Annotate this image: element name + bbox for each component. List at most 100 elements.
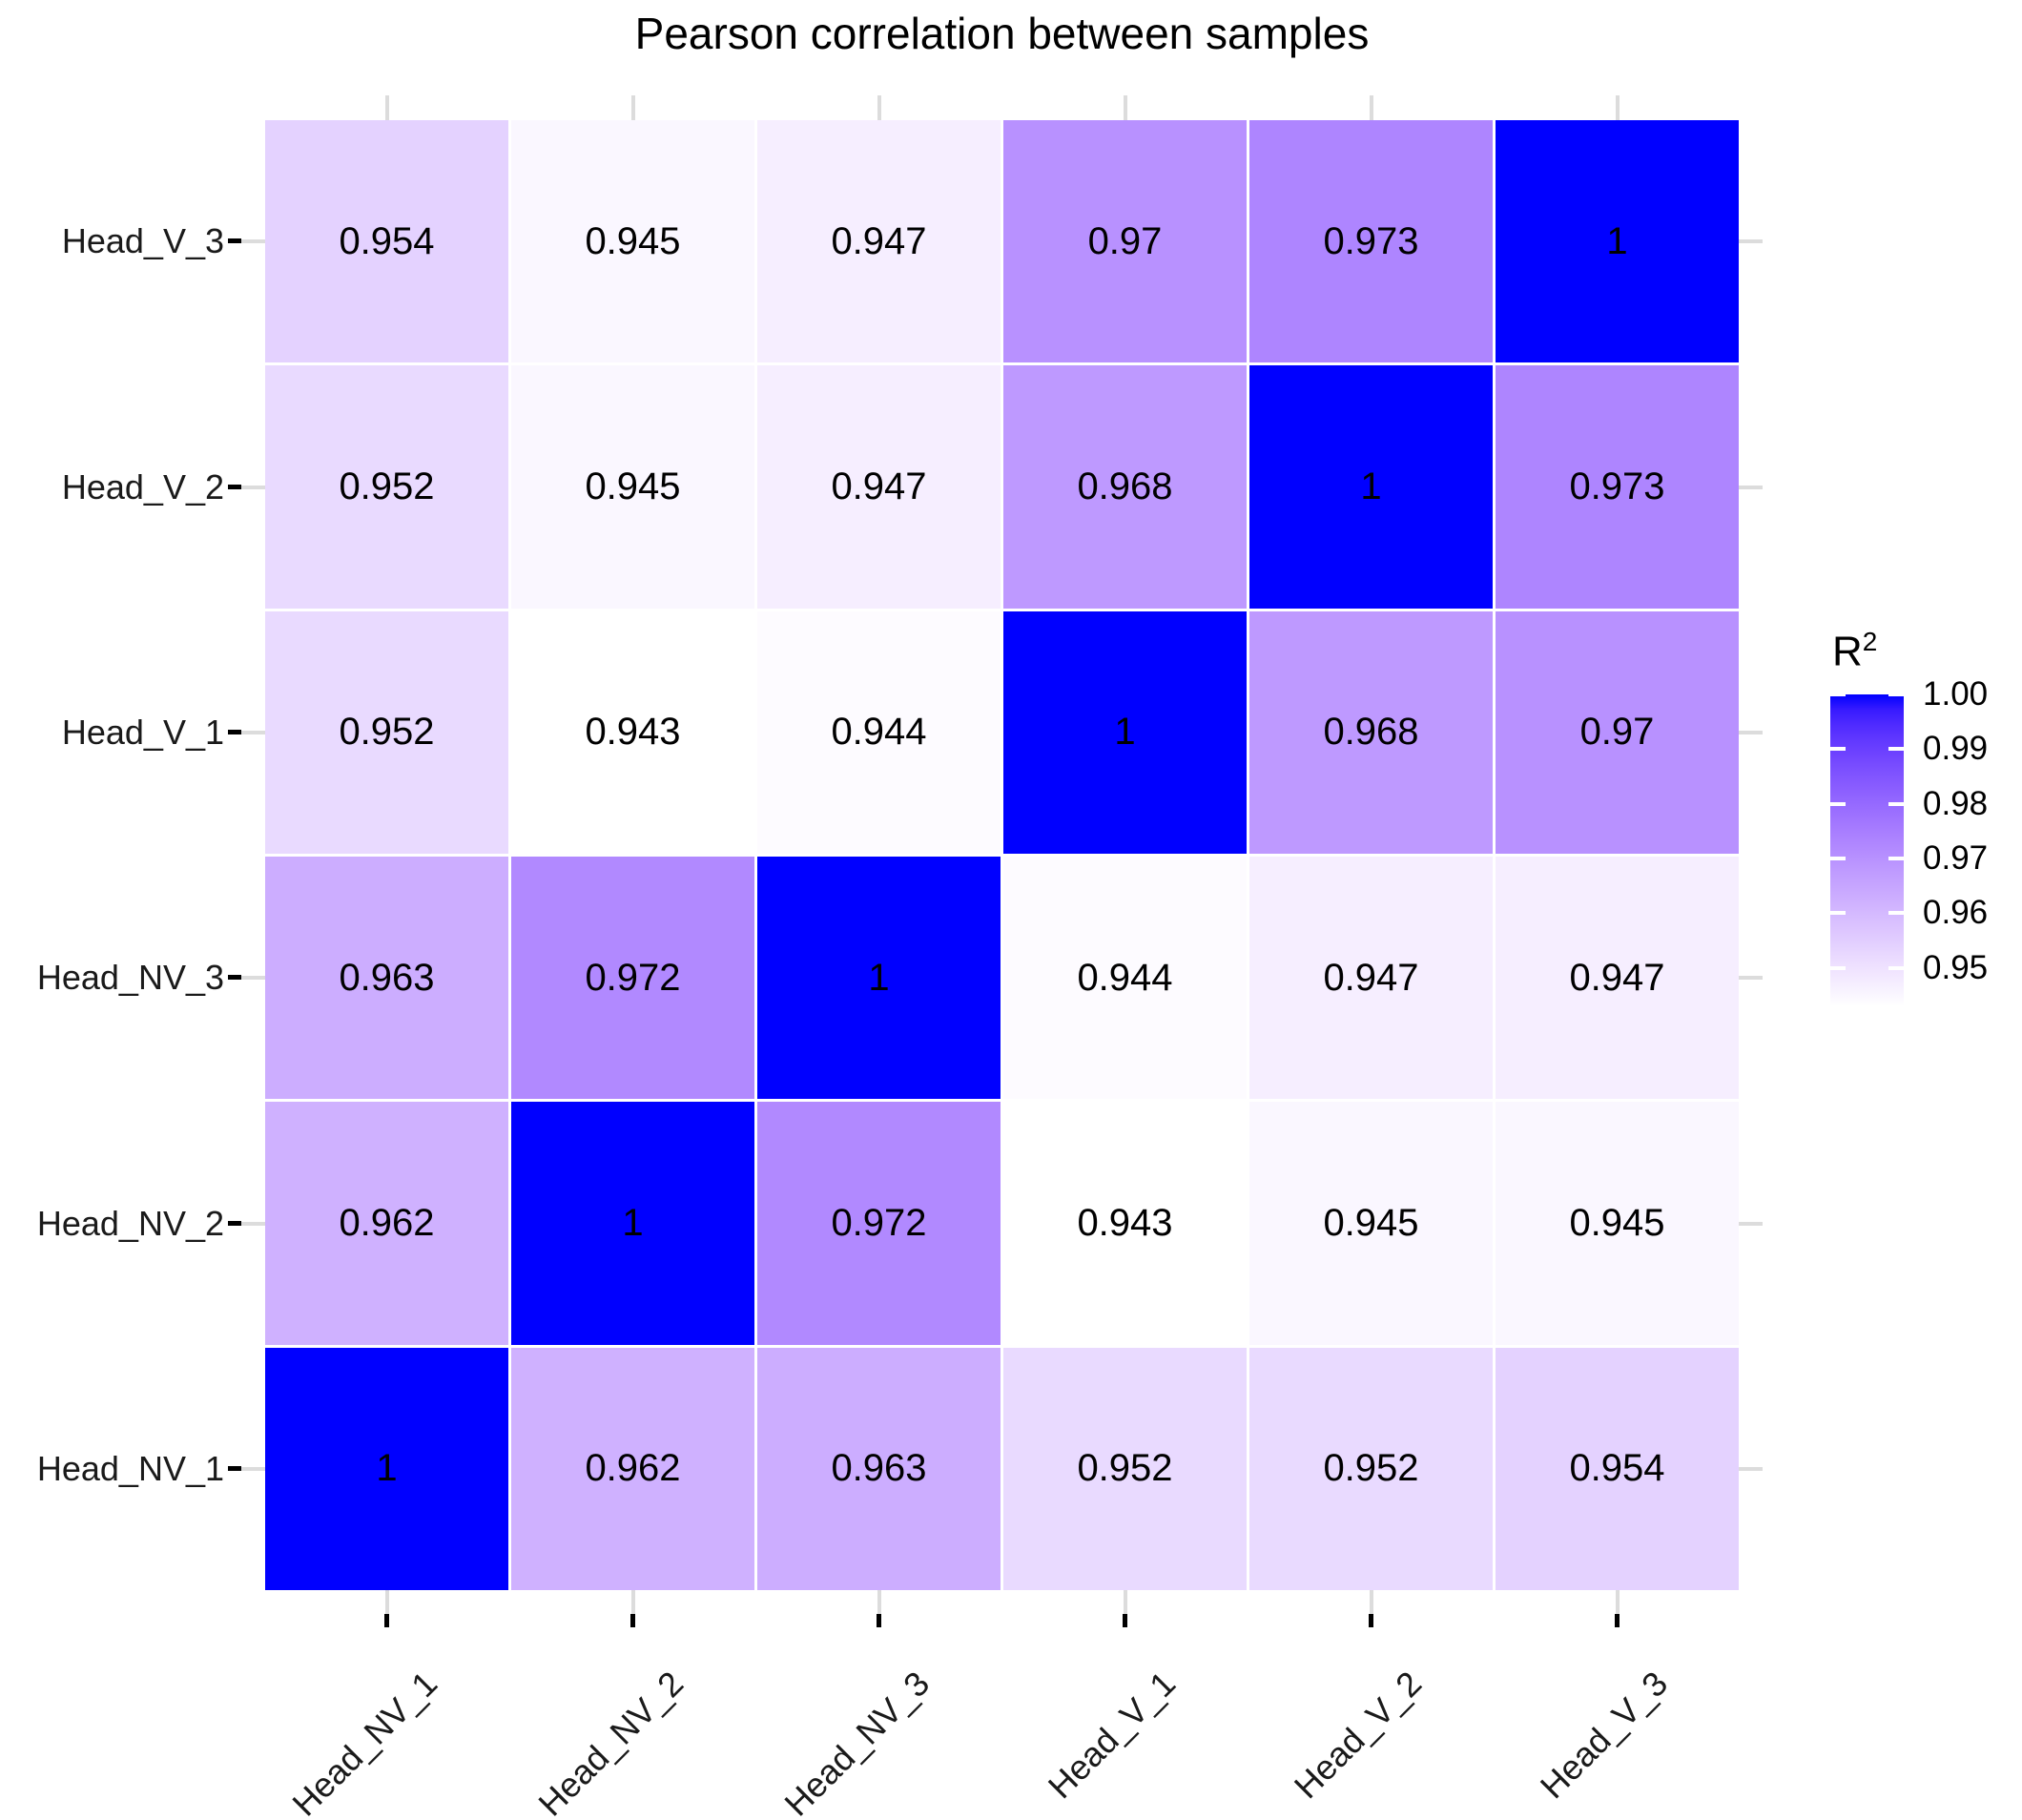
- heatmap-grid: 0.954 0.945 0.947 0.97 0.973 1 0.952 0.945 0.947…: [265, 120, 1739, 1590]
- axis-tick: [630, 1590, 635, 1614]
- chart-title: Pearson correlation between samples: [634, 9, 1370, 58]
- axis-tick: [630, 95, 635, 120]
- legend-tick-label: 0.98: [1923, 784, 1989, 822]
- heatmap-cell: 0.944: [1003, 856, 1247, 1100]
- heatmap-cell: 0.97: [1496, 610, 1739, 854]
- axis-tick: [1368, 1614, 1373, 1627]
- legend-tick: [1830, 911, 1846, 916]
- legend-tick: [1888, 801, 1904, 806]
- legend-tick: [1830, 801, 1846, 806]
- heatmap-cell: 0.943: [1003, 1102, 1247, 1345]
- heatmap-cell: 1: [265, 1347, 508, 1590]
- heatmap-cell: 1: [511, 1102, 754, 1345]
- heatmap-cell: 0.968: [1003, 365, 1247, 609]
- heatmap-cell: 0.952: [265, 365, 508, 609]
- x-axis-label: Head_V_3: [1533, 1664, 1676, 1807]
- axis-tick: [384, 95, 389, 120]
- heatmap-cell: 1: [1496, 120, 1739, 363]
- axis-tick: [629, 1614, 635, 1627]
- axis-tick: [876, 1614, 881, 1627]
- axis-tick: [1123, 95, 1127, 120]
- heatmap-cell: 0.945: [511, 120, 754, 363]
- y-axis-label: Head_V_2: [61, 466, 224, 507]
- legend-tick-label: 0.96: [1923, 894, 1989, 932]
- axis-tick: [1739, 1221, 1763, 1226]
- legend-colorbar: [1830, 694, 1904, 1006]
- heatmap-cell: 0.973: [1496, 365, 1739, 609]
- legend-tick-label: 1.00: [1923, 675, 1989, 713]
- heatmap-cell: 1: [1249, 365, 1493, 609]
- axis-tick: [241, 1466, 265, 1471]
- axis-tick: [1615, 1590, 1620, 1614]
- x-axis-label: Head_V_2: [1287, 1664, 1430, 1807]
- heatmap-cell: 0.945: [511, 365, 754, 609]
- axis-tick: [228, 975, 241, 981]
- axis-tick: [1739, 730, 1763, 734]
- heatmap-cell: 0.954: [1496, 1347, 1739, 1590]
- heatmap-cell: 0.972: [757, 1102, 1001, 1345]
- legend-title: R2: [1832, 627, 1878, 675]
- heatmap-cell: 0.962: [511, 1347, 754, 1590]
- x-axis-label: Head_NV_2: [530, 1664, 691, 1820]
- axis-tick: [1123, 1590, 1127, 1614]
- axis-tick: [1369, 1590, 1373, 1614]
- axis-tick: [1122, 1614, 1127, 1627]
- y-axis-label: Head_NV_1: [36, 1448, 224, 1488]
- y-axis-label: Head_V_3: [61, 221, 224, 261]
- heatmap-cell: 0.973: [1249, 120, 1493, 363]
- heatmap-cell: 0.944: [757, 610, 1001, 854]
- legend-tick: [1888, 747, 1904, 752]
- axis-tick: [241, 239, 265, 244]
- axis-tick: [384, 1590, 389, 1614]
- legend-tick: [1830, 965, 1846, 970]
- heatmap-cell: 0.963: [757, 1347, 1001, 1590]
- heatmap-cell: 1: [1003, 610, 1247, 854]
- axis-tick: [228, 238, 241, 244]
- legend-tick: [1888, 911, 1904, 916]
- legend-tick: [1888, 857, 1904, 861]
- axis-tick: [241, 485, 265, 489]
- legend-tick: [1830, 747, 1846, 752]
- axis-tick: [1369, 95, 1373, 120]
- legend-tick: [1830, 693, 1846, 696]
- axis-tick: [1615, 95, 1620, 120]
- heatmap-cell: 0.945: [1249, 1102, 1493, 1345]
- x-axis-label: Head_V_1: [1041, 1664, 1184, 1807]
- axis-tick: [877, 95, 881, 120]
- heatmap-cell: 0.947: [757, 120, 1001, 363]
- legend-tick-label: 0.95: [1923, 948, 1989, 986]
- axis-tick: [228, 484, 241, 489]
- axis-tick: [241, 976, 265, 981]
- axis-tick: [228, 1220, 241, 1226]
- heatmap-cell: 0.947: [1249, 856, 1493, 1100]
- axis-tick: [877, 1590, 881, 1614]
- y-axis-label: Head_NV_2: [36, 1203, 224, 1243]
- legend-tick: [1888, 965, 1904, 970]
- heatmap-cell: 0.947: [757, 365, 1001, 609]
- axis-tick: [228, 729, 241, 734]
- axis-tick: [1739, 976, 1763, 981]
- axis-tick: [241, 730, 265, 734]
- axis-tick: [1739, 239, 1763, 244]
- heatmap-cell: 0.952: [1003, 1347, 1247, 1590]
- x-axis-label: Head_NV_1: [284, 1664, 445, 1820]
- heatmap-cell: 0.947: [1496, 856, 1739, 1100]
- legend-tick: [1888, 693, 1904, 696]
- heatmap-cell: 0.963: [265, 856, 508, 1100]
- heatmap-cell: 0.97: [1003, 120, 1247, 363]
- axis-tick: [241, 1221, 265, 1226]
- axis-tick: [383, 1614, 389, 1627]
- heatmap-cell: 1: [757, 856, 1001, 1100]
- legend-tick-label: 0.97: [1923, 839, 1989, 878]
- heatmap-cell: 0.962: [265, 1102, 508, 1345]
- y-axis-label: Head_V_1: [61, 712, 224, 752]
- legend-tick-label: 0.99: [1923, 730, 1989, 768]
- axis-tick: [1614, 1614, 1620, 1627]
- heatmap-cell: 0.968: [1249, 610, 1493, 854]
- axis-tick: [1739, 1466, 1763, 1471]
- heatmap-cell: 0.945: [1496, 1102, 1739, 1345]
- heatmap-cell: 0.972: [511, 856, 754, 1100]
- legend-tick: [1830, 857, 1846, 861]
- x-axis-label: Head_NV_3: [776, 1664, 938, 1820]
